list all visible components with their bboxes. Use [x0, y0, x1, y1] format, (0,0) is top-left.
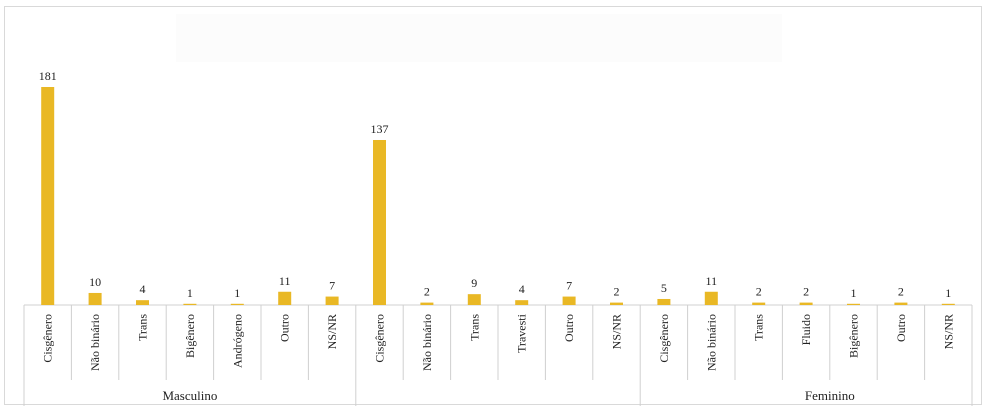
category-label-outro-cisgenero: Cisgênero [657, 314, 671, 363]
category-label-feminino-ns-nr: NS/NR [610, 314, 624, 349]
group-label-feminino: Feminino [805, 388, 855, 403]
data-label-masculino-bigenero: 1 [187, 286, 193, 300]
bar-feminino-travesti [515, 300, 529, 305]
category-label-feminino-outro: Outro [562, 314, 576, 342]
data-label-masculino-androgeno: 1 [234, 286, 240, 300]
category-label-outro-bigenero: Bigênero [847, 314, 861, 358]
category-label-outro-trans: Trans [752, 314, 766, 341]
data-label-masculino-cisgenero: 181 [39, 69, 57, 83]
bar-feminino-nao-binario [420, 302, 434, 305]
category-label-masculino-nao-binario: Não binário [88, 314, 102, 371]
bar-masculino-bigenero [183, 303, 197, 305]
data-label-feminino-trans: 9 [471, 276, 477, 290]
data-label-feminino-travesti: 4 [519, 282, 525, 296]
bar-outro-fluido [799, 302, 813, 305]
data-label-masculino-trans: 4 [140, 282, 146, 296]
bar-outro-outro [894, 302, 908, 305]
category-label-feminino-cisgenero: Cisgênero [373, 314, 387, 363]
category-label-masculino-bigenero: Bigênero [183, 314, 197, 358]
bar-masculino-nao-binario [88, 292, 102, 305]
bar-outro-ns-nr [941, 303, 955, 305]
category-label-feminino-travesti: Travesti [515, 313, 529, 353]
data-label-masculino-nao-binario: 10 [89, 275, 101, 289]
bar-masculino-cisgenero [41, 87, 55, 305]
bar-masculino-trans [136, 300, 149, 305]
category-label-feminino-nao-binario: Não binário [420, 314, 434, 371]
bar-outro-bigenero [847, 303, 860, 305]
data-label-feminino-outro: 7 [566, 279, 572, 293]
data-label-outro-trans: 2 [756, 285, 762, 299]
category-label-masculino-androgeno: Andrógeno [230, 314, 244, 368]
bar-outro-nao-binario [704, 291, 718, 305]
data-label-outro-cisgenero: 5 [661, 281, 667, 295]
category-label-masculino-outro: Outro [278, 314, 292, 342]
data-label-outro-outro: 2 [898, 285, 904, 299]
category-label-masculino-ns-nr: NS/NR [325, 314, 339, 349]
bar-feminino-trans [467, 294, 481, 305]
data-label-outro-bigenero: 1 [851, 286, 857, 300]
group-label-masculino: Masculino [162, 388, 217, 403]
bar-outro-cisgenero [657, 298, 671, 305]
data-label-feminino-cisgenero: 137 [371, 122, 389, 136]
data-label-masculino-ns-nr: 7 [329, 279, 335, 293]
category-label-outro-ns-nr: NS/NR [941, 314, 955, 349]
category-label-outro-nao-binario: Não binário [704, 314, 718, 371]
bar-masculino-ns-nr [325, 296, 339, 305]
category-label-masculino-cisgenero: Cisgênero [41, 314, 55, 363]
data-label-masculino-outro: 11 [279, 274, 291, 288]
bar-feminino-cisgenero [373, 139, 386, 305]
chart-frame [4, 6, 982, 405]
data-label-outro-fluido: 2 [803, 285, 809, 299]
bar-outro-trans [752, 302, 766, 305]
bar-feminino-ns-nr [610, 302, 623, 305]
data-label-feminino-nao-binario: 2 [424, 285, 430, 299]
category-label-masculino-trans: Trans [136, 314, 150, 341]
category-label-feminino-trans: Trans [467, 314, 481, 341]
bar-masculino-androgeno [230, 303, 244, 305]
data-label-outro-nao-binario: 11 [706, 274, 718, 288]
bar-feminino-outro [562, 296, 576, 305]
title-area [176, 14, 782, 62]
data-label-outro-ns-nr: 1 [945, 286, 951, 300]
category-label-outro-fluido: Fluido [799, 314, 813, 345]
category-label-outro-outro: Outro [894, 314, 908, 342]
bar-masculino-outro [278, 291, 292, 305]
data-label-feminino-ns-nr: 2 [614, 285, 620, 299]
